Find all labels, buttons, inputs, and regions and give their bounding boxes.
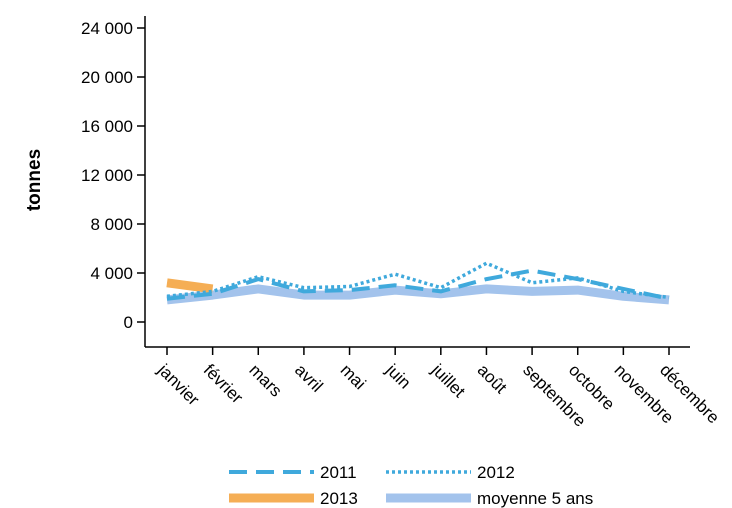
plot-area: 0 4 000 8 000 12 000 16 000 20 000 24 000 janv… (81, 16, 723, 431)
legend-label-3: moyenne 5 ans (477, 489, 593, 508)
y-tick-label: 24 000 (81, 19, 133, 38)
legend-label-0: 2011 (320, 463, 357, 482)
x-tick-label: avril (291, 360, 326, 395)
series-layer (166, 261, 670, 305)
legend-label-1: 2012 (477, 463, 515, 482)
legend-label-2: 2013 (320, 489, 358, 508)
x-tick-label: août (474, 360, 511, 397)
series-line-2 (166, 278, 214, 294)
y-tick-label: 8 000 (90, 215, 133, 234)
x-tick-label: mars (245, 360, 285, 400)
x-tick-label: juin (382, 360, 415, 393)
legend: 2011 2012 2013 moyenne 5 ans (229, 463, 593, 508)
y-tick-label: 12 000 (81, 166, 133, 185)
x-tick-label: juillet (427, 360, 469, 402)
y-axis-title: tonnes (24, 149, 45, 211)
y-tick-label: 16 000 (81, 117, 133, 136)
series-line-1 (166, 261, 670, 300)
x-tick-label: mai (337, 360, 370, 393)
x-tick-label: février (200, 360, 247, 407)
y-ticks: 0 4 000 8 000 12 000 16 000 20 000 24 000 (81, 19, 145, 332)
series-line-0 (166, 268, 670, 301)
y-tick-label: 4 000 (90, 264, 133, 283)
x-tick-label: janvier (153, 360, 203, 410)
series-line-3 (166, 284, 670, 305)
y-tick-label: 20 000 (81, 68, 133, 87)
y-tick-label: 0 (124, 313, 133, 332)
